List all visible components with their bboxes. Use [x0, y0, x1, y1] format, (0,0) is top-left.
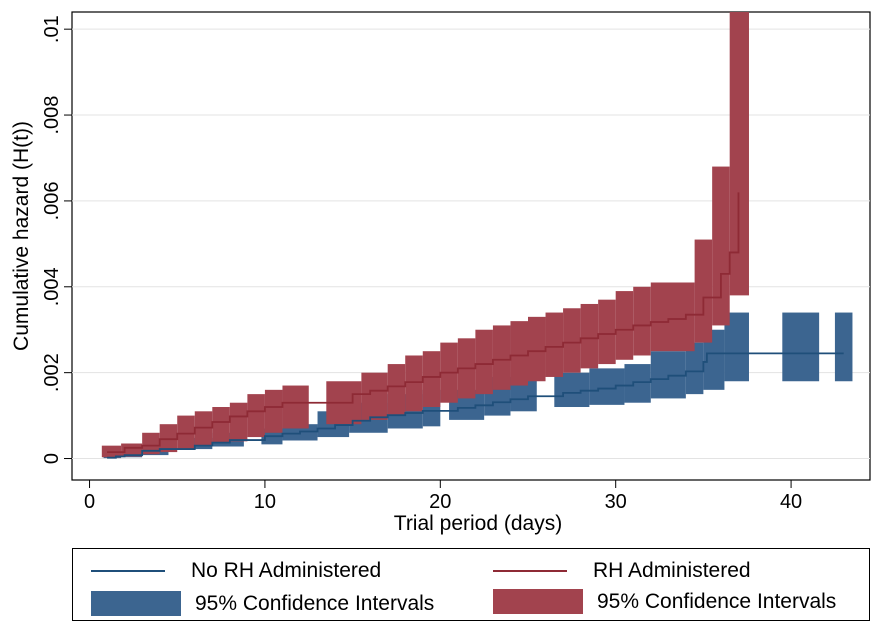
ci-band-rh [361, 372, 388, 420]
ci-band-rh [729, 12, 749, 296]
x-tick-label: 0 [84, 491, 95, 513]
x-tick-label: 30 [605, 491, 627, 513]
legend-item-no-rh: No RH Administered [91, 559, 381, 583]
ci-band-rh [510, 321, 528, 386]
legend-label-no-rh: No RH Administered [191, 559, 382, 582]
ci-band-no-rh [703, 329, 725, 390]
y-tick-label: .002 [41, 353, 63, 392]
ci-band-rh [528, 316, 546, 382]
x-tick-label: 20 [429, 491, 451, 513]
ci-band-rh [387, 364, 406, 416]
legend-swatch-ci-no-rh [91, 591, 181, 616]
ci-band-rh [475, 329, 493, 395]
ci-band-rh [229, 402, 248, 442]
ci-band-rh [650, 282, 695, 352]
ci-band-no-rh [685, 342, 704, 395]
ci-band-rh [405, 355, 423, 412]
y-tick-label: .006 [41, 181, 63, 220]
ci-bands-rh [101, 12, 749, 458]
x-axis: 0 10 20 30 40 [84, 480, 802, 513]
cumulative-hazard-chart: 0 10 20 30 40 0 .002 .004 .006 .008 .01 Trial per… [10, 11, 871, 535]
ci-band-rh [282, 385, 309, 429]
ci-band-rh [142, 432, 160, 455]
ci-band-rh [121, 443, 143, 457]
ci-band-rh [212, 407, 230, 444]
y-tick-label: .008 [41, 96, 63, 135]
legend-label-ci-rh: 95% Confidence Intervals [597, 589, 837, 613]
series-line-rh [107, 192, 740, 453]
legend-item-ci-rh: 95% Confidence Intervals [493, 589, 836, 614]
ci-band-rh [694, 239, 713, 343]
ci-band-no-rh [834, 312, 853, 382]
ci-band-no-rh [782, 312, 820, 382]
ci-band-rh [247, 394, 265, 438]
legend-item-rh: RH Administered [493, 559, 751, 583]
legend: No RH Administered RH Administered 95% C… [72, 548, 870, 621]
y-axis: 0 .002 .004 .006 .008 .01 [41, 15, 72, 464]
ci-band-rh [563, 308, 581, 373]
ci-band-no-rh [589, 368, 625, 405]
legend-line-rh [493, 570, 567, 572]
x-tick-label: 40 [780, 491, 802, 513]
y-tick-label: 0 [41, 453, 63, 464]
ci-band-rh [492, 325, 511, 390]
ci-band-rh [712, 166, 730, 326]
ci-band-no-rh [624, 364, 651, 403]
x-axis-label: Trial period (days) [394, 512, 562, 535]
y-tick-label: .004 [41, 267, 63, 306]
ci-band-rh [159, 424, 178, 453]
ci-band-rh [580, 303, 599, 369]
series-lines [107, 192, 844, 459]
ci-band-rh [422, 351, 441, 408]
legend-label-rh: RH Administered [593, 559, 751, 582]
x-tick-label: 10 [254, 491, 276, 513]
ci-band-rh [545, 312, 564, 377]
ci-band-rh [598, 299, 616, 365]
legend-swatch-ci-rh [493, 589, 583, 614]
y-tick-label: .01 [41, 15, 63, 43]
legend-label-ci-no-rh: 95% Confidence Intervals [195, 591, 435, 615]
legend-item-ci-no-rh: 95% Confidence Intervals [91, 591, 434, 616]
series-line-no-rh [107, 352, 844, 459]
y-axis-label: Cumulative hazard (H(t)) [10, 121, 33, 351]
ci-band-rh [615, 291, 634, 360]
legend-line-no-rh [91, 570, 165, 572]
ci-band-rh [264, 389, 283, 433]
ci-band-rh [633, 286, 651, 356]
